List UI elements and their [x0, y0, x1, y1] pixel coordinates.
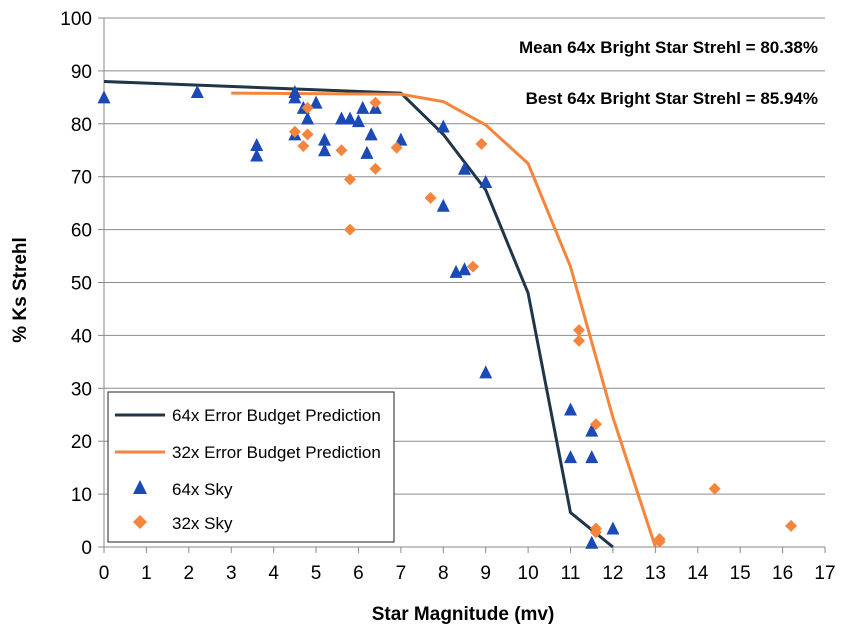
- y-tick-label-90: 90: [71, 62, 92, 83]
- legend-label-32x-prediction: 32x Error Budget Prediction: [172, 443, 381, 462]
- axes: [103, 18, 825, 548]
- point-64x-sky-23: [458, 161, 471, 175]
- point-32x-sky-4: [335, 144, 348, 157]
- y-axis-title: % Ks Strehl: [10, 237, 31, 343]
- point-64x-sky-14: [351, 114, 365, 128]
- x-tick-label-11: 11: [561, 563, 581, 584]
- point-64x-sky-26: [479, 365, 493, 379]
- point-32x-sky-17: [589, 526, 602, 539]
- x-tick-labels: 0 1 2 3 4 5 6 7 8 9 10 11 12 13 14 15 16 17: [99, 563, 836, 584]
- x-axis-title: Star Magnitude (mv): [372, 604, 555, 625]
- y-tick-label-0: 0: [81, 538, 92, 559]
- y-tick-label-100: 100: [60, 9, 92, 30]
- x-tick-label-1: 1: [141, 563, 152, 584]
- x-tick-label-8: 8: [438, 563, 449, 584]
- x-tick-label-16: 16: [772, 563, 793, 584]
- point-64x-sky-12: [335, 111, 349, 125]
- x-tick-label-5: 5: [311, 563, 322, 584]
- point-64x-sky-29: [585, 423, 599, 437]
- x-tick-label-0: 0: [99, 563, 110, 584]
- point-32x-sky-1: [297, 140, 310, 153]
- point-64x-sky-9: [309, 95, 323, 109]
- gridlines: [98, 17, 826, 553]
- point-32x-sky-10: [424, 191, 437, 204]
- y-tick-label-10: 10: [71, 485, 92, 506]
- point-64x-sky-15: [356, 100, 370, 114]
- point-64x-sky-27: [564, 402, 578, 416]
- legend-swatch-32x-sky-diamond: [133, 515, 147, 529]
- point-64x-sky-28: [564, 450, 578, 464]
- point-32x-sky-8: [369, 162, 382, 175]
- point-32x-sky-0: [288, 125, 301, 138]
- x-tick-label-15: 15: [730, 563, 751, 584]
- series-line-32x-error-budget-prediction: [231, 91, 657, 548]
- point-32x-sky-12: [475, 137, 488, 150]
- point-32x-sky-11: [466, 260, 479, 273]
- point-32x-sky-15: [589, 418, 602, 431]
- point-32x-sky-3: [301, 128, 314, 141]
- x-tick-label-13: 13: [645, 563, 666, 584]
- point-64x-sky-5: [288, 90, 302, 104]
- point-64x-sky-1: [190, 85, 204, 99]
- point-64x-sky-13: [343, 111, 357, 125]
- y-tick-label-60: 60: [71, 221, 92, 242]
- point-64x-sky-20: [436, 119, 450, 133]
- y-tick-label-30: 30: [71, 379, 92, 400]
- legend: 64x Error Budget Prediction 32x Error Bu…: [107, 391, 395, 543]
- y-tick-label-50: 50: [71, 274, 92, 295]
- point-32x-sky-21: [785, 519, 798, 532]
- point-64x-sky-11: [318, 143, 332, 157]
- x-tick-label-3: 3: [226, 563, 237, 584]
- point-32x-sky-6: [343, 223, 356, 236]
- point-32x-sky-5: [343, 173, 356, 186]
- point-32x-sky-2: [301, 101, 314, 114]
- series: [97, 80, 798, 549]
- annotation-mean-strehl: Mean 64x Bright Star Strehl = 80.38%: [519, 38, 818, 57]
- legend-box: [107, 391, 395, 543]
- point-64x-sky-8: [301, 111, 315, 125]
- x-tick-label-14: 14: [687, 563, 709, 584]
- point-64x-sky-21: [436, 198, 450, 212]
- point-64x-sky-10: [318, 132, 332, 146]
- point-32x-sky-19: [653, 535, 666, 548]
- y-tick-label-70: 70: [71, 168, 92, 189]
- x-tick-label-2: 2: [184, 563, 195, 584]
- y-tick-labels: 0 10 20 30 40 50 60 70 80 90 100: [60, 9, 92, 559]
- point-64x-sky-17: [364, 127, 378, 141]
- y-tick-label-40: 40: [71, 326, 92, 347]
- x-tick-label-12: 12: [602, 563, 623, 584]
- legend-label-64x-prediction: 64x Error Budget Prediction: [172, 406, 381, 425]
- x-tick-label-9: 9: [480, 563, 491, 584]
- x-tick-label-6: 6: [353, 563, 364, 584]
- point-64x-sky-30: [585, 450, 599, 464]
- point-64x-sky-19: [394, 132, 408, 146]
- y-tick-label-80: 80: [71, 115, 92, 136]
- point-64x-sky-25: [479, 174, 493, 188]
- legend-label-64x-sky: 64x Sky: [172, 480, 233, 499]
- point-32x-sky-13: [573, 324, 586, 337]
- x-tick-label-4: 4: [268, 563, 279, 584]
- point-32x-sky-20: [708, 482, 721, 495]
- x-tick-label-17: 17: [814, 563, 835, 584]
- legend-label-32x-sky: 32x Sky: [172, 514, 233, 533]
- point-32x-sky-14: [573, 334, 586, 347]
- x-tick-label-7: 7: [396, 563, 407, 584]
- point-64x-sky-0: [97, 90, 111, 104]
- point-32x-sky-7: [369, 96, 382, 109]
- point-64x-sky-2: [250, 137, 264, 151]
- point-32x-sky-9: [390, 141, 403, 154]
- annotation-best-strehl: Best 64x Bright Star Strehl = 85.94%: [526, 89, 818, 108]
- point-64x-sky-16: [360, 145, 374, 159]
- point-64x-sky-31: [585, 535, 599, 549]
- legend-swatch-64x-sky-triangle: [133, 480, 147, 494]
- x-tick-label-10: 10: [518, 563, 539, 584]
- point-64x-sky-32: [606, 521, 620, 535]
- point-64x-sky-24: [458, 262, 471, 276]
- point-64x-sky-3: [250, 148, 264, 162]
- y-tick-label-20: 20: [71, 432, 92, 453]
